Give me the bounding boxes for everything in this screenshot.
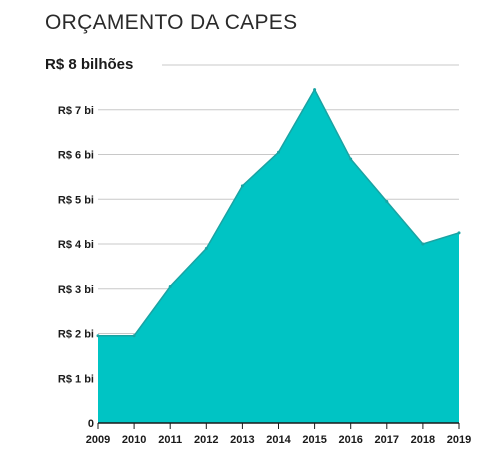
x-tick-label: 2014 [266,434,291,446]
data-point-2011 [168,285,172,289]
y-tick-label: R$ 4 bi [58,239,94,251]
data-point-2015 [313,88,317,92]
area-series [96,88,461,424]
chart-title: ORÇAMENTO DA CAPES [45,11,298,34]
data-point-2010 [132,334,136,338]
x-tick-label: 2010 [122,434,146,446]
tick-labels: 0 R$ 1 bi R$ 2 bi R$ 3 bi R$ 4 bi R$ 5 bi R$ 6… [45,56,471,446]
y-tick-label: 0 [88,418,94,430]
y-axis-max-label: R$ 8 bilhões [45,56,133,73]
data-point-2016 [349,157,353,161]
y-tick-label: R$ 5 bi [58,194,94,206]
x-tick-label: 2016 [338,434,362,446]
data-point-2013 [240,184,244,188]
data-point-2017 [385,199,389,203]
x-tick-label: 2017 [375,434,399,446]
y-tick-label: R$ 1 bi [58,373,94,385]
x-tick-label: 2015 [302,434,326,446]
x-tick-label: 2011 [158,434,182,446]
data-point-2019 [457,231,461,235]
x-tick-label: 2019 [447,434,471,446]
data-point-2018 [421,242,425,246]
y-tick-label: R$ 6 bi [58,150,94,162]
x-tick-label: 2012 [194,434,218,446]
y-tick-label: R$ 7 bi [58,105,94,117]
x-tick-label: 2009 [86,434,110,446]
y-tick-label: R$ 2 bi [58,329,94,341]
data-point-2014 [277,150,280,154]
data-point-2009 [96,334,100,338]
data-point-2012 [204,246,208,250]
axes [97,422,460,429]
x-tick-label: 2013 [230,434,254,446]
area-fill [98,89,459,424]
y-tick-label: R$ 3 bi [58,284,94,296]
x-tick-label: 2018 [411,434,435,446]
